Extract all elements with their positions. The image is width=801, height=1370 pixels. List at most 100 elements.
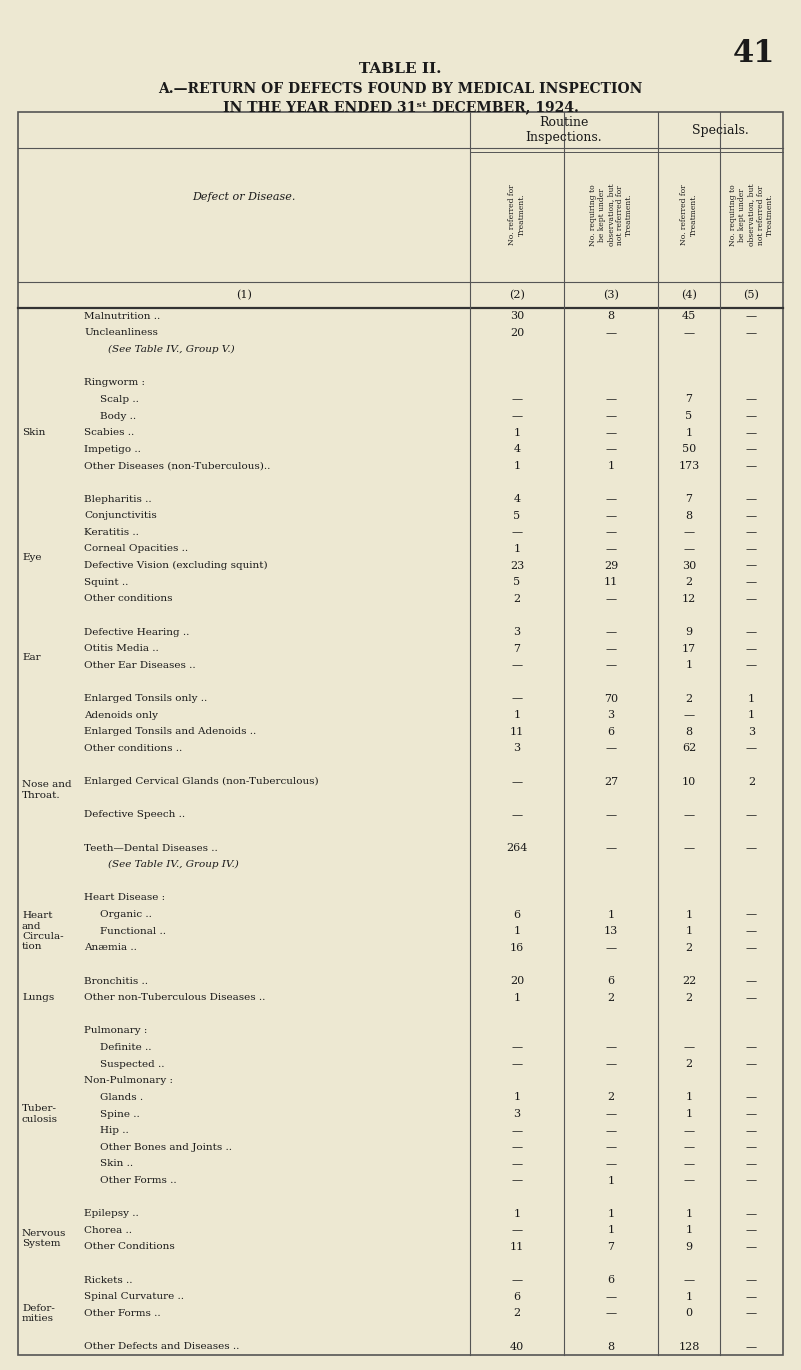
Text: (See Table IV., Group V.): (See Table IV., Group V.) (108, 345, 235, 353)
Text: Keratitis ..: Keratitis .. (84, 527, 139, 537)
Text: —: — (606, 544, 617, 553)
Text: 2: 2 (607, 1092, 614, 1103)
Text: —: — (746, 411, 757, 421)
Text: 2: 2 (686, 1059, 693, 1069)
Text: Non-Pulmonary :: Non-Pulmonary : (84, 1077, 173, 1085)
Text: Defective Hearing ..: Defective Hearing .. (84, 627, 189, 637)
Text: —: — (606, 843, 617, 854)
Text: 1: 1 (513, 427, 521, 437)
Text: —: — (683, 327, 694, 338)
Text: 2: 2 (686, 577, 693, 588)
Text: 2: 2 (686, 943, 693, 952)
Text: Epilepsy ..: Epilepsy .. (84, 1210, 139, 1218)
Text: —: — (511, 1059, 522, 1069)
Text: —: — (746, 511, 757, 521)
Text: —: — (746, 1110, 757, 1119)
Text: 30: 30 (682, 560, 696, 570)
Text: —: — (606, 411, 617, 421)
Text: Body ..: Body .. (100, 411, 136, 421)
Text: 1: 1 (748, 693, 755, 704)
Text: 6: 6 (513, 1292, 521, 1301)
Text: —: — (683, 710, 694, 721)
Text: Suspected ..: Suspected .. (100, 1059, 164, 1069)
Text: Skin ..: Skin .. (100, 1159, 133, 1169)
Text: 1: 1 (686, 1208, 693, 1219)
Text: Lungs: Lungs (22, 993, 54, 1003)
Text: —: — (606, 1110, 617, 1119)
Text: —: — (746, 644, 757, 653)
Text: —: — (511, 1159, 522, 1169)
Text: 1: 1 (513, 544, 521, 553)
Text: 27: 27 (604, 777, 618, 786)
Text: 11: 11 (510, 1243, 524, 1252)
Text: 2: 2 (748, 777, 755, 786)
Text: 6: 6 (607, 975, 614, 986)
Text: 2: 2 (513, 1308, 521, 1318)
Text: —: — (606, 627, 617, 637)
Text: Corneal Opacities ..: Corneal Opacities .. (84, 544, 188, 553)
Text: —: — (746, 311, 757, 322)
Text: —: — (746, 1308, 757, 1318)
Text: TABLE II.: TABLE II. (360, 62, 441, 75)
Text: Bronchitis ..: Bronchitis .. (84, 977, 148, 985)
Text: —: — (511, 810, 522, 819)
Text: Other conditions: Other conditions (84, 595, 172, 603)
Text: —: — (511, 527, 522, 537)
Text: Otitis Media ..: Otitis Media .. (84, 644, 159, 653)
Text: 1: 1 (607, 1175, 614, 1185)
Text: —: — (511, 1143, 522, 1152)
Text: 3: 3 (513, 1110, 521, 1119)
Text: Other Diseases (non-Tuberculous)..: Other Diseases (non-Tuberculous).. (84, 462, 271, 470)
Text: 45: 45 (682, 311, 696, 322)
Text: —: — (746, 910, 757, 919)
Text: —: — (683, 1175, 694, 1185)
Text: —: — (746, 975, 757, 986)
Text: —: — (606, 395, 617, 404)
Text: Other conditions ..: Other conditions .. (84, 744, 183, 754)
Text: Chorea ..: Chorea .. (84, 1226, 132, 1234)
Text: —: — (606, 495, 617, 504)
Text: —: — (746, 843, 757, 854)
Text: Other Ear Diseases ..: Other Ear Diseases .. (84, 660, 195, 670)
Text: 7: 7 (686, 495, 693, 504)
Text: —: — (511, 660, 522, 670)
Text: —: — (746, 560, 757, 570)
Text: IN THE YEAR ENDED 31ˢᵗ DECEMBER, 1924.: IN THE YEAR ENDED 31ˢᵗ DECEMBER, 1924. (223, 100, 578, 114)
Text: 7: 7 (513, 644, 521, 653)
Text: Squint ..: Squint .. (84, 578, 128, 586)
Text: 1: 1 (748, 710, 755, 721)
Text: Defective Vision (excluding squint): Defective Vision (excluding squint) (84, 562, 268, 570)
Text: —: — (746, 1225, 757, 1236)
Text: —: — (746, 993, 757, 1003)
Text: —: — (606, 1308, 617, 1318)
Text: —: — (511, 693, 522, 704)
Text: Organic ..: Organic .. (100, 910, 152, 919)
Text: —: — (511, 777, 522, 786)
Text: —: — (606, 1059, 617, 1069)
Text: 1: 1 (513, 1092, 521, 1103)
Text: Blepharitis ..: Blepharitis .. (84, 495, 151, 504)
Text: —: — (746, 1092, 757, 1103)
Text: 1: 1 (686, 1110, 693, 1119)
Text: Definite ..: Definite .. (100, 1043, 151, 1052)
Text: 20: 20 (510, 327, 524, 338)
Text: No. requiring to
be kept under
observation, but
not referred for
Treatment.: No. requiring to be kept under observati… (729, 184, 774, 247)
Text: —: — (606, 1126, 617, 1136)
Text: —: — (606, 943, 617, 952)
Text: (1): (1) (236, 290, 252, 300)
Text: (5): (5) (743, 290, 759, 300)
Text: —: — (746, 1143, 757, 1152)
Text: 1: 1 (686, 1092, 693, 1103)
Text: Rickets ..: Rickets .. (84, 1275, 132, 1285)
Text: 8: 8 (686, 727, 693, 737)
Text: —: — (746, 660, 757, 670)
Text: —: — (746, 810, 757, 819)
Text: 11: 11 (510, 727, 524, 737)
Text: —: — (746, 460, 757, 471)
Text: —: — (746, 1292, 757, 1301)
Text: Scalp ..: Scalp .. (100, 395, 139, 404)
Text: Heart
and
Circula-
tion: Heart and Circula- tion (22, 911, 63, 951)
Text: 3: 3 (513, 744, 521, 754)
Text: —: — (746, 627, 757, 637)
Text: 12: 12 (682, 593, 696, 604)
